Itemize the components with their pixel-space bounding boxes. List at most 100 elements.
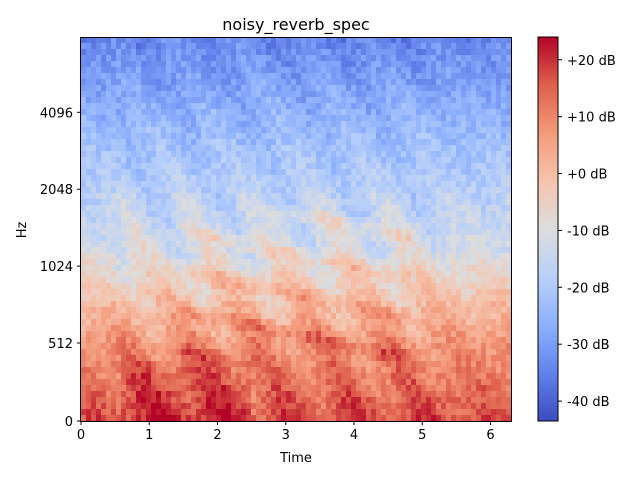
heatmap-cell [336,313,342,320]
heatmap-cell [266,43,272,50]
heatmap-cell [411,379,417,386]
heatmap-cell [491,247,497,254]
heatmap-cell [506,61,512,68]
heatmap-cell [346,49,352,56]
heatmap-cell [446,79,452,86]
heatmap-cell [271,49,277,56]
heatmap-cell [101,169,107,176]
heatmap-cell [316,103,322,110]
heatmap-cell [346,337,352,344]
heatmap-cell [476,67,482,74]
heatmap-cell [491,337,497,344]
heatmap-cell [171,37,177,44]
heatmap-cell [426,55,432,62]
heatmap-cell [486,301,492,308]
heatmap-cell [306,181,312,188]
heatmap-cell [171,379,177,386]
heatmap-cell [206,181,212,188]
heatmap-cell [81,385,87,392]
heatmap-cell [476,103,482,110]
heatmap-cell [146,217,152,224]
heatmap-cell [241,313,247,320]
heatmap-cell [91,205,97,212]
heatmap-cell [151,115,157,122]
heatmap-cell [436,265,442,272]
heatmap-cell [486,253,492,260]
heatmap-cell [176,295,182,302]
heatmap-cell [331,115,337,122]
heatmap-cell [296,307,302,314]
heatmap-cell [366,115,372,122]
heatmap-cell [431,91,437,98]
heatmap-cell [386,103,392,110]
heatmap-cell [376,277,382,284]
heatmap-cell [131,103,137,110]
heatmap-cell [261,355,267,362]
heatmap-cell [476,289,482,296]
heatmap-cell [176,139,182,146]
heatmap-cell [311,373,317,380]
heatmap-cell [406,283,412,290]
heatmap-cell [276,229,282,236]
heatmap-cell [471,55,477,62]
heatmap-cell [501,325,507,332]
heatmap-cell [311,325,317,332]
heatmap-cell [246,97,252,104]
heatmap-cell [426,163,432,170]
heatmap-cell [81,259,87,266]
heatmap-cell [321,43,327,50]
heatmap-cell [256,253,262,260]
heatmap-cell [146,265,152,272]
heatmap-cell [231,295,237,302]
heatmap-cell [401,211,407,218]
heatmap-cell [126,343,132,350]
heatmap-cell [161,337,167,344]
heatmap-cell [436,313,442,320]
heatmap-cell [266,289,272,296]
heatmap-cell [406,133,412,140]
heatmap-cell [416,313,422,320]
heatmap-cell [96,319,102,326]
heatmap-cell [311,79,317,86]
heatmap-cell [246,271,252,278]
heatmap-cell [431,247,437,254]
heatmap-cell [481,349,487,356]
heatmap-cell [336,181,342,188]
heatmap-cell [96,175,102,182]
heatmap-cell [216,217,222,224]
heatmap-cell [376,121,382,128]
heatmap-cell [236,55,242,62]
heatmap-cell [301,193,307,200]
heatmap-cell [441,109,447,116]
heatmap-cell [406,241,412,248]
heatmap-cell [321,199,327,206]
heatmap-cell [196,127,202,134]
heatmap-cell [91,385,97,392]
heatmap-cell [266,211,272,218]
heatmap-cell [346,241,352,248]
heatmap-cell [376,85,382,92]
heatmap-cell [491,121,497,128]
heatmap-cell [251,277,257,284]
heatmap-cell [396,211,402,218]
heatmap-cell [341,211,347,218]
heatmap-cell [156,355,162,362]
heatmap-cell [161,361,167,368]
heatmap-cell [221,121,227,128]
heatmap-cell [476,235,482,242]
heatmap-cell [466,367,472,374]
heatmap-cell [411,325,417,332]
heatmap-cell [481,235,487,242]
heatmap-cell [191,325,197,332]
heatmap-cell [341,61,347,68]
heatmap-cell [361,37,367,44]
heatmap-cell [81,97,87,104]
heatmap-cell [106,175,112,182]
heatmap-cell [426,313,432,320]
heatmap-cell [206,259,212,266]
heatmap-cell [286,223,292,230]
heatmap-cell [286,247,292,254]
heatmap-cell [251,217,257,224]
heatmap-cell [106,49,112,56]
heatmap-cell [216,205,222,212]
